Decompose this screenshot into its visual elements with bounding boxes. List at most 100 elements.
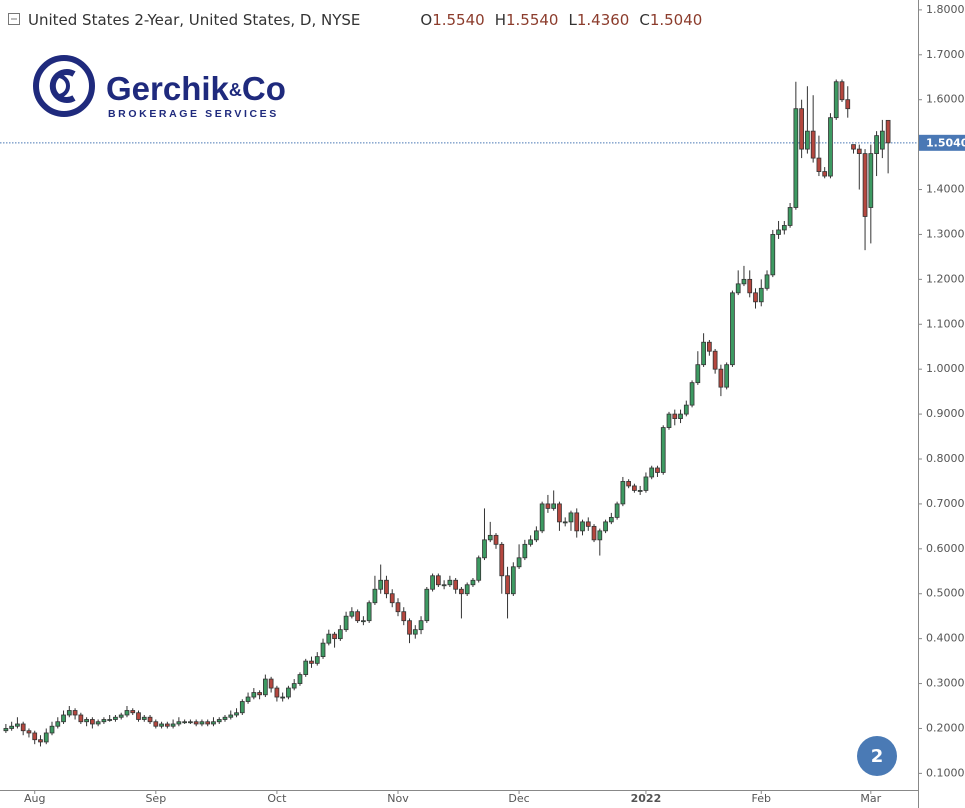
candle-body: [337, 629, 343, 640]
candle-body: [781, 225, 787, 231]
candle-body: [3, 728, 9, 732]
candle-body: [655, 467, 660, 473]
candle-body: [787, 207, 793, 226]
candle-body: [274, 687, 280, 698]
candle-body: [124, 710, 130, 716]
chart-header: United States 2-Year, United States, D, …: [28, 11, 702, 29]
candle-body: [856, 148, 862, 154]
candle-body: [689, 382, 695, 406]
logo: Gerchik&Co BROKERAGE SERVICES: [33, 55, 286, 120]
candle-body: [885, 119, 891, 144]
candle-body: [211, 721, 216, 725]
candle-body: [49, 725, 55, 734]
candle-body: [26, 730, 32, 734]
candle-body: [701, 341, 706, 366]
candle-body: [199, 721, 205, 725]
candle-body: [660, 427, 666, 473]
candle-body: [574, 512, 580, 532]
candle-body: [643, 476, 649, 491]
candle-body: [603, 521, 608, 532]
badge[interactable]: 2: [857, 736, 897, 776]
candle-body: [216, 719, 222, 723]
ohlc-value: 1.5540: [432, 11, 485, 29]
candle-body: [90, 719, 95, 725]
candle-body: [222, 716, 228, 720]
x-tick-label: Oct: [267, 792, 287, 805]
ohlc-prefix: O: [420, 11, 432, 29]
candle-body: [516, 557, 522, 568]
candle-body: [366, 602, 372, 622]
badge-label: 2: [871, 746, 884, 767]
candle-body: [424, 588, 430, 622]
candle-body: [632, 485, 637, 491]
candle-body: [234, 712, 239, 716]
candle-body: [724, 364, 730, 388]
candle-body: [851, 144, 856, 150]
candle-body: [159, 723, 164, 727]
y-tick-label: 0.2000: [926, 721, 965, 734]
candle-body: [741, 278, 747, 285]
candle-body: [534, 530, 539, 541]
candle-body: [816, 157, 822, 172]
candle-body: [505, 575, 510, 595]
candle-body: [499, 543, 505, 577]
candle-body: [551, 503, 557, 509]
logo-ring: [33, 55, 95, 117]
candle-body: [378, 579, 384, 590]
candle-body: [568, 512, 574, 523]
x-tick-label: 2022: [631, 792, 662, 805]
candle-body: [303, 660, 309, 675]
candle-body: [263, 678, 268, 696]
badge-circle[interactable]: [857, 736, 897, 776]
candle-body: [464, 584, 470, 595]
candle-body: [389, 593, 395, 604]
candle-body: [245, 696, 251, 702]
candle-body: [822, 171, 828, 177]
candle-body: [251, 692, 257, 698]
candle-body: [637, 490, 643, 492]
candle-body: [320, 642, 326, 658]
candle-body: [297, 674, 303, 684]
logo-name: Gerchik: [106, 70, 230, 107]
candle-body: [879, 130, 885, 150]
candle-body: [435, 575, 441, 586]
candle-body: [101, 719, 107, 723]
candle-body: [205, 721, 211, 725]
candle-body: [620, 481, 626, 505]
candle-body: [418, 620, 424, 631]
candle-body: [799, 108, 804, 150]
last-price-box: [919, 134, 965, 151]
candle-body: [868, 153, 874, 208]
logo-wordmark: Gerchik&Co: [106, 70, 286, 107]
y-tick-label: 0.9000: [926, 407, 965, 420]
candle-body: [833, 81, 839, 119]
candle-body: [118, 714, 124, 718]
logo-amp: &: [229, 80, 242, 100]
candle-body: [747, 278, 753, 294]
logo-suffix: Co: [242, 70, 286, 107]
candle-body: [15, 723, 20, 727]
candle-body: [164, 723, 170, 727]
candle-body: [614, 503, 620, 518]
candle-body: [78, 714, 84, 723]
candle-body: [626, 481, 631, 487]
ohlc-prefix: L: [568, 11, 577, 29]
candle-body: [107, 719, 113, 721]
candle-body: [753, 292, 758, 303]
candle-body: [678, 413, 683, 419]
candle-body: [326, 633, 332, 644]
candle-body: [562, 521, 568, 524]
candle-body: [707, 341, 712, 352]
candle-body: [545, 503, 551, 509]
candle-body: [608, 516, 614, 523]
candle-body: [355, 611, 360, 622]
candle-body: [9, 725, 15, 729]
candle-body: [528, 539, 533, 545]
candle-body: [182, 721, 187, 724]
y-tick-label: 1.0000: [926, 362, 965, 375]
candle-body: [113, 716, 118, 720]
y-tick-label: 1.8000: [926, 3, 965, 16]
candle-body: [874, 135, 879, 154]
